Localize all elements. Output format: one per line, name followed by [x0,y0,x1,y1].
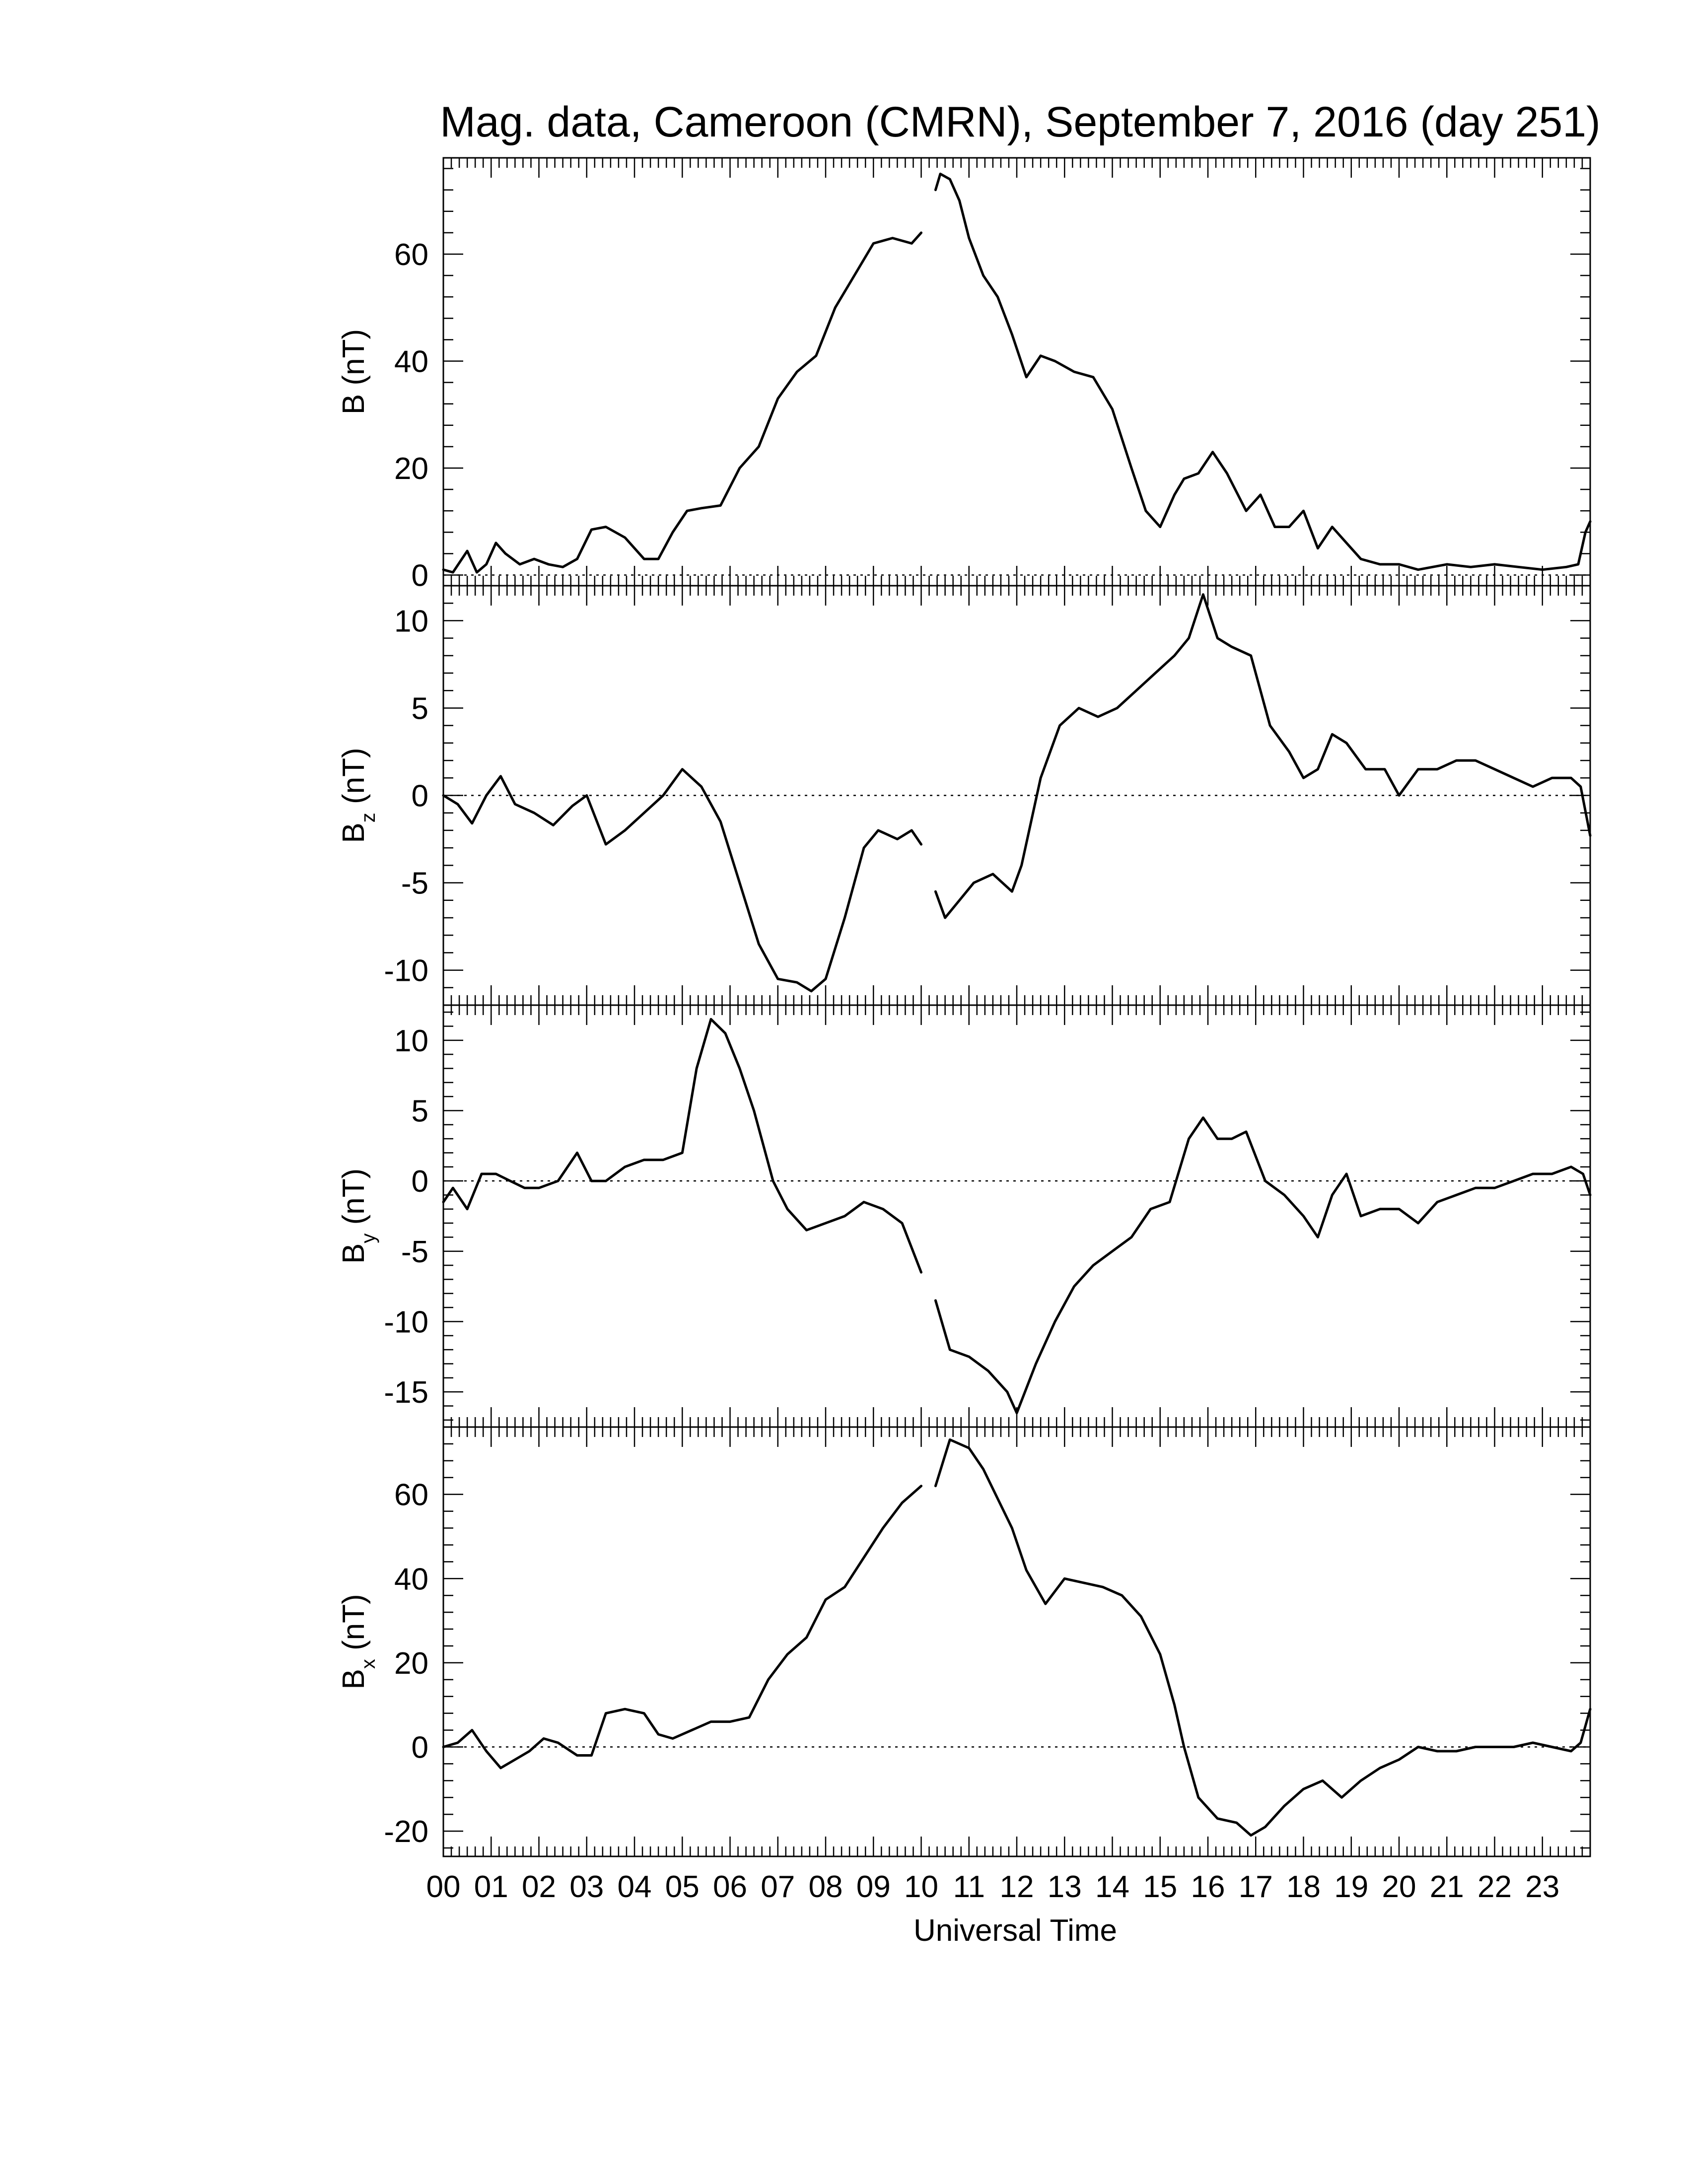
data-trace-segment-2 [934,1116,1592,1415]
y-tick-label: 5 [412,1094,428,1129]
x-tick-label: 23 [1525,1870,1559,1904]
panel-2: -10 -5 0 5 10 Bz (nT) [337,585,1592,1006]
y-tick-label: -15 [384,1375,428,1410]
y-tick-label: 40 [394,344,428,379]
y-axis-label: Bx (nT) [337,1594,379,1689]
x-axis-label: Universal Time [914,1913,1117,1948]
y-tick-label: 10 [394,1024,428,1058]
y-axis-label-main: B [337,1669,371,1689]
panel-3: -15 -10 -5 0 5 10 By (nT) [337,1004,1592,1428]
x-tick-label: 20 [1382,1870,1416,1904]
x-tick-label: 02 [522,1870,556,1904]
y-tick-label: -10 [384,1305,428,1340]
y-axis-label-unit: (nT) [337,329,371,394]
y-tick-label: -10 [384,954,428,988]
y-axis-label-main: B [337,822,371,843]
x-tick-label: 18 [1286,1870,1321,1904]
y-tick-label: 0 [412,1164,428,1199]
y-tick-label: 20 [394,1646,428,1681]
x-tick-label: 01 [474,1870,508,1904]
y-axis-label-unit: (nT) [337,748,371,813]
y-axis-label-sub: z [357,813,379,822]
x-tick-label: 03 [569,1870,604,1904]
data-trace-segment-2 [934,593,1592,919]
y-axis-label-main: B [337,394,371,414]
x-tick-label: 06 [713,1870,747,1904]
y-tick-label: 0 [412,558,428,593]
y-tick-label: -5 [401,1235,428,1269]
y-tick-label: -20 [384,1815,428,1849]
y-tick-label: 20 [394,452,428,486]
data-trace-segment-1 [442,231,922,574]
data-trace-segment-1 [442,768,922,993]
data-trace-segment-1 [442,1485,922,1770]
x-tick-label: 12 [1000,1870,1034,1904]
y-axis-label-unit: (nT) [337,1168,371,1233]
x-tick-label: 04 [618,1870,652,1904]
x-tick-label: 22 [1477,1870,1512,1904]
data-trace-segment-1 [442,1018,922,1274]
data-trace-segment-2 [934,172,1592,571]
x-tick-label: 10 [904,1870,938,1904]
y-tick-label: 40 [394,1562,428,1596]
panel-4: -20 0 20 40 60 Bx (nT) 00 01 02 03 04 05 06 07 08 09 10 1… [337,1426,1592,1904]
y-tick-label: 0 [412,779,428,814]
x-tick-label: 16 [1191,1870,1225,1904]
x-tick-label: 00 [426,1870,461,1904]
y-tick-label: -5 [401,867,428,901]
x-tick-label: 11 [953,1870,985,1904]
y-tick-label: 60 [394,1478,428,1512]
x-tick-label: 09 [856,1870,891,1904]
x-tick-label: 08 [809,1870,843,1904]
data-trace-segment-2 [934,1438,1592,1837]
y-axis-label-main: B [337,1243,371,1264]
chart-title: Mag. data, Cameroon (CMRN), September 7,… [440,98,1600,146]
y-axis-label: By (nT) [337,1168,379,1264]
y-axis-label-unit: (nT) [337,1594,371,1659]
y-tick-label: 0 [412,1731,428,1765]
y-axis-label-sub: x [357,1659,379,1669]
x-tick-label: 13 [1048,1870,1082,1904]
y-tick-label: 60 [394,238,428,272]
x-tick-label: 21 [1430,1870,1464,1904]
x-tick-label: 17 [1239,1870,1273,1904]
x-tick-label: 07 [761,1870,795,1904]
y-axis-label-sub: y [357,1233,379,1243]
panel-1: 0 20 40 60 B (nT) [337,157,1592,593]
x-tick-label: 14 [1095,1870,1129,1904]
y-axis-label: Bz (nT) [337,748,379,843]
y-tick-label: 10 [394,604,428,638]
x-tick-label: 15 [1143,1870,1177,1904]
x-tick-label: 19 [1334,1870,1368,1904]
x-tick-label: 05 [665,1870,700,1904]
y-axis-label: B (nT) [337,329,371,414]
y-tick-label: 5 [412,691,428,726]
